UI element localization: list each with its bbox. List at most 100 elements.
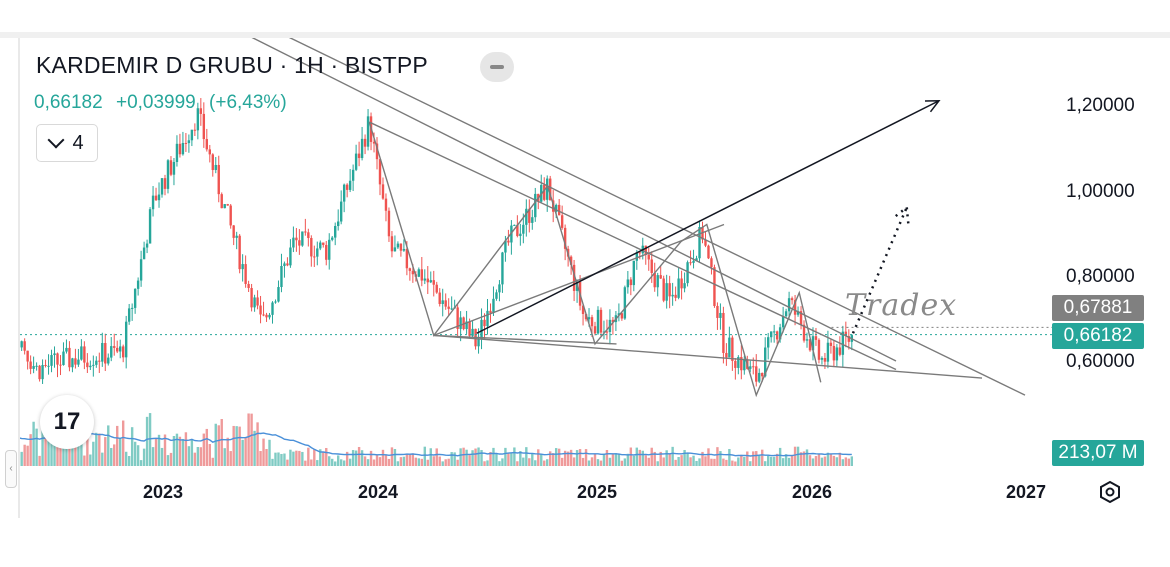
indicators-toggle-button[interactable]: 4	[36, 124, 98, 162]
candle-body	[522, 224, 525, 234]
volume-bar	[540, 454, 543, 466]
candle-body	[160, 178, 164, 195]
volume-bar	[47, 419, 50, 466]
volume-bar	[772, 456, 776, 466]
candle-body	[405, 248, 409, 269]
candle-body	[256, 297, 259, 306]
candle-body	[814, 336, 818, 340]
candle-body	[793, 300, 797, 315]
candle-body	[271, 302, 274, 315]
candle-body	[235, 235, 238, 238]
volume-bar	[638, 449, 641, 466]
volume-bar	[420, 458, 424, 466]
candle-body	[441, 300, 444, 304]
volume-bar	[92, 441, 95, 466]
volume-bar	[387, 458, 391, 466]
volume-bar	[124, 451, 128, 466]
candle-body	[387, 210, 391, 237]
candle-body	[492, 298, 495, 313]
volume-ma-line	[20, 432, 852, 457]
candle-body	[764, 347, 767, 377]
volume-bar	[668, 453, 671, 466]
trend-line	[368, 121, 897, 371]
candle-body	[423, 278, 426, 281]
chevron-down-icon	[47, 131, 65, 149]
candle-body	[719, 312, 722, 318]
y-tick-label: 0,80000	[1066, 266, 1135, 287]
volume-bar	[139, 460, 143, 466]
candle-body	[632, 260, 636, 286]
y-tick-label: 1,00000	[1066, 181, 1135, 202]
candle-body	[268, 314, 271, 318]
volume-bar	[319, 449, 322, 466]
candle-body	[363, 138, 367, 147]
candle-body	[26, 350, 29, 362]
minimize-icon[interactable]	[480, 52, 514, 82]
volume-bar	[110, 447, 113, 466]
candle-body	[384, 198, 388, 211]
volume-bar	[187, 446, 191, 466]
volume-bar	[462, 447, 465, 466]
candle-body	[820, 358, 824, 360]
target-arrow-head	[924, 99, 941, 113]
candle-body	[393, 247, 397, 252]
volume-bar	[223, 448, 226, 466]
volume-bar	[731, 460, 734, 466]
candle-body	[611, 319, 615, 323]
volume-bar	[820, 457, 824, 466]
target-arrow-line	[476, 100, 940, 334]
volume-bar	[348, 458, 352, 466]
candle-body	[465, 321, 468, 330]
volume-bar	[113, 444, 116, 466]
volume-bar	[423, 446, 426, 466]
candle-body	[716, 305, 719, 318]
volume-bar	[211, 457, 214, 466]
candle-body	[447, 306, 450, 309]
candle-body	[662, 278, 665, 301]
candle-body	[20, 341, 23, 348]
volume-bar	[716, 447, 719, 466]
candle-body	[265, 314, 268, 318]
volume-bar	[289, 449, 292, 466]
volume-bar	[450, 452, 453, 466]
volume-bar	[136, 445, 140, 466]
candle-body	[695, 258, 698, 261]
volume-bar	[471, 450, 474, 466]
volume-bar	[127, 456, 131, 466]
candle-body	[832, 345, 836, 361]
volume-bar	[769, 456, 773, 466]
candle-body	[495, 292, 498, 299]
candle-body	[740, 357, 743, 371]
volume-bar	[369, 450, 373, 466]
candle-body	[247, 283, 250, 289]
price-chart-canvas[interactable]	[20, 38, 1170, 518]
volume-bar	[151, 447, 155, 466]
chart-panel[interactable]	[18, 38, 1170, 518]
candle-body	[71, 358, 74, 368]
candle-body	[590, 317, 594, 327]
candle-body	[686, 262, 689, 284]
settings-hexagon-icon[interactable]	[1098, 480, 1122, 504]
candle-body	[775, 331, 779, 340]
volume-bar	[262, 438, 265, 466]
volume-bar	[432, 456, 435, 466]
volume-bar	[26, 445, 29, 466]
volume-bar	[686, 452, 689, 466]
volume-bar	[438, 456, 441, 466]
candle-body	[429, 280, 432, 283]
volume-bar	[764, 461, 767, 466]
volume-bar	[104, 437, 107, 466]
volume-bar	[826, 452, 830, 466]
marked-price-tag: 0,67881	[1052, 295, 1144, 321]
collapse-handle-icon[interactable]: ‹	[5, 450, 17, 488]
candle-body	[313, 256, 316, 258]
volume-bar	[107, 425, 110, 466]
candle-body	[752, 366, 755, 368]
candle-body	[671, 294, 674, 297]
x-tick-label: 2026	[791, 482, 833, 502]
candle-body	[835, 347, 839, 361]
tradingview-logo-icon[interactable]: 17	[40, 395, 94, 449]
volume-bar	[629, 447, 633, 466]
volume-bar	[844, 457, 848, 466]
candle-body	[23, 341, 26, 351]
